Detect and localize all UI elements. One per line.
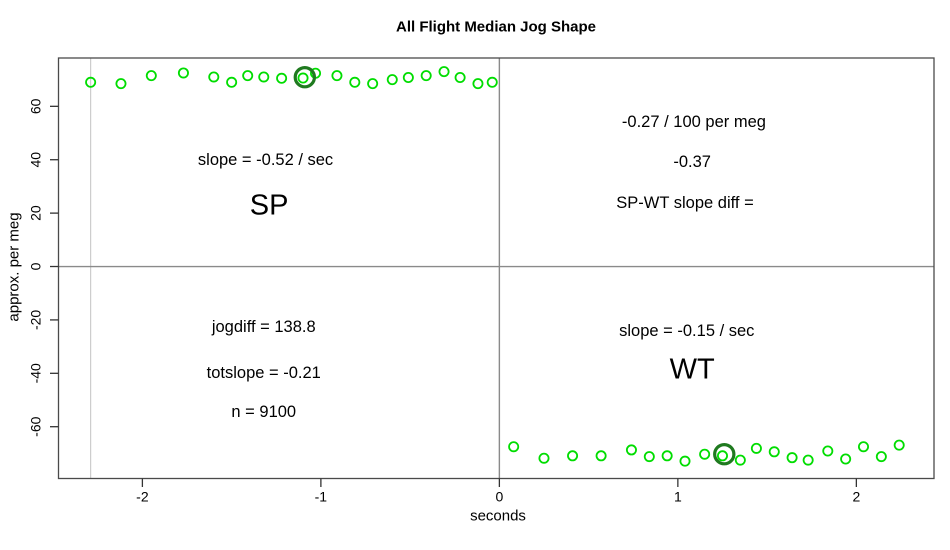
sp-point	[276, 72, 288, 84]
sp-point	[438, 66, 450, 78]
wt-point	[875, 451, 887, 463]
wt-point	[802, 454, 814, 466]
wt-point	[857, 441, 869, 453]
wt-point	[567, 450, 579, 462]
slope-diff-value-annotation: -0.37	[673, 153, 711, 172]
wt-point	[625, 444, 637, 456]
y-tick-label: 0	[28, 262, 44, 270]
sp-point	[258, 71, 270, 83]
wt-point	[643, 451, 655, 463]
slope-diff-per-meg-annotation: -0.27 / 100 per meg	[621, 113, 766, 132]
sp-point	[145, 70, 157, 82]
sp-point	[85, 76, 97, 88]
plot-box	[57, 57, 935, 480]
wt-point	[893, 439, 905, 451]
wt-slope-annotation: slope = -0.15 / sec	[619, 321, 755, 340]
y-tick-label: -60	[28, 416, 44, 436]
wt-highlight-ring	[713, 443, 736, 466]
sp-point	[472, 78, 484, 90]
wt-point	[699, 448, 711, 460]
sp-point	[115, 78, 127, 90]
wt-series-label: WT	[669, 353, 715, 386]
n-count-annotation: n = 9100	[231, 402, 297, 421]
y-tick-label: -20	[28, 310, 44, 330]
wt-point	[786, 452, 798, 464]
slope-diff-label-annotation: SP-WT slope diff =	[616, 193, 754, 212]
wt-point	[595, 450, 607, 462]
y-tick-label: 60	[28, 98, 44, 114]
sp-point	[208, 71, 220, 83]
sp-point	[420, 70, 432, 82]
sp-point	[349, 76, 361, 88]
sp-highlight-ring	[293, 66, 317, 89]
sp-point	[331, 70, 343, 82]
sp-series-label: SP	[249, 189, 289, 222]
wt-point	[750, 442, 762, 454]
wt-point	[840, 453, 852, 465]
wt-point	[538, 452, 550, 464]
sp-point	[454, 71, 466, 83]
sp-slope-annotation: slope = -0.52 / sec	[197, 150, 334, 169]
x-tick-label: 1	[674, 489, 682, 505]
sp-point	[226, 76, 238, 88]
wt-point	[768, 446, 780, 458]
sp-point	[297, 72, 309, 84]
jogdiff-annotation: jogdiff = 138.8	[211, 317, 316, 336]
x-tick-label: 0	[495, 489, 503, 505]
sp-point	[367, 78, 379, 90]
sp-point	[386, 74, 398, 86]
wt-point	[734, 454, 746, 466]
x-tick-label: -2	[136, 489, 149, 505]
sp-point	[486, 76, 498, 88]
y-axis-label: approx. per meg	[5, 212, 23, 322]
x-tick-label: 2	[852, 489, 860, 505]
y-tick-label: -40	[28, 363, 44, 383]
sp-point	[402, 71, 414, 83]
y-tick-label: 20	[28, 205, 44, 221]
totslope-annotation: totslope = -0.21	[206, 363, 321, 382]
wt-point	[508, 441, 520, 453]
chart-title: All Flight Median Jog Shape	[395, 18, 597, 36]
wt-point	[661, 450, 673, 462]
sp-point	[177, 67, 189, 79]
x-axis-label: seconds	[470, 507, 526, 525]
wt-point	[716, 450, 728, 462]
wt-point	[679, 455, 691, 467]
wt-point	[822, 445, 834, 457]
y-tick-label: 40	[28, 152, 44, 168]
x-tick-label: -1	[315, 489, 328, 505]
sp-point	[242, 70, 254, 82]
